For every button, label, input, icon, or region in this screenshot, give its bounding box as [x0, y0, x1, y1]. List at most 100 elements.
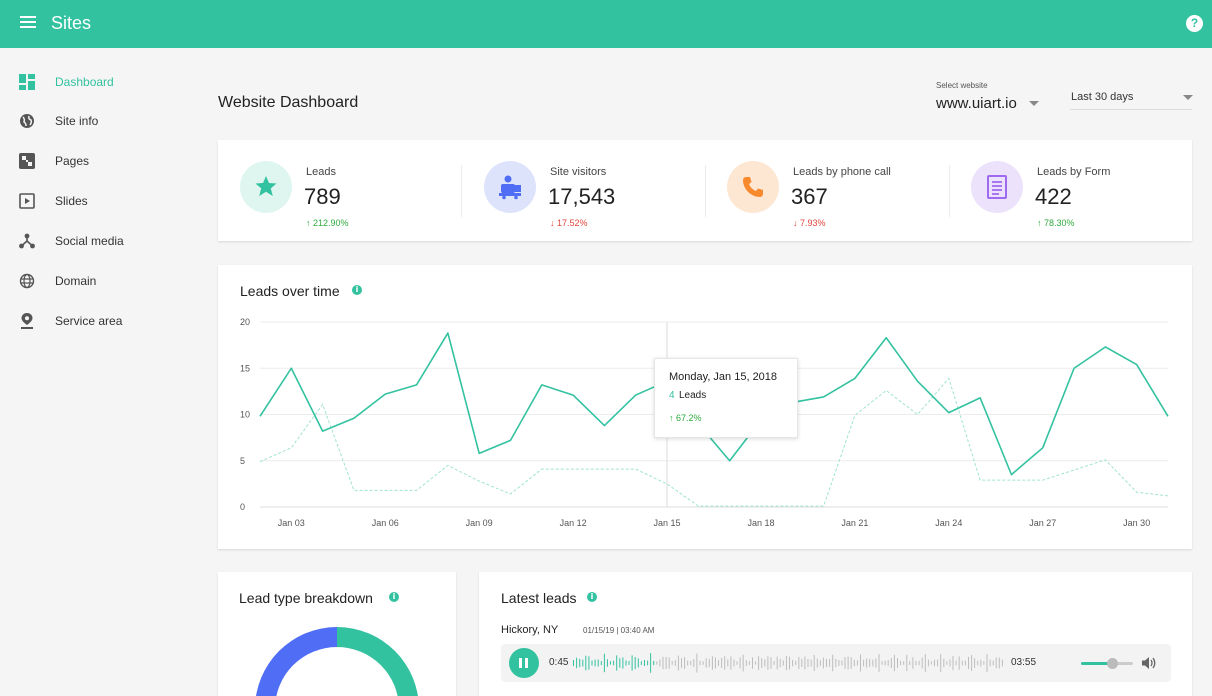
sidebar-item-domain[interactable]: Domain: [0, 267, 200, 295]
volume-knob[interactable]: [1107, 658, 1119, 669]
sidebar-item-slides[interactable]: Slides: [0, 187, 200, 215]
waveform-bar: [992, 660, 994, 666]
waveform-bar: [853, 659, 855, 667]
waveform-bar: [881, 661, 883, 665]
waveform-bar: [983, 661, 985, 665]
waveform-bar: [835, 658, 837, 668]
arrow-down-icon: ↓: [793, 218, 798, 228]
lead-breakdown-card: Lead type breakdown i: [218, 572, 456, 696]
pages-icon: [19, 153, 35, 169]
x-tick-label: Jan 15: [654, 518, 681, 528]
chevron-down-icon[interactable]: [1029, 101, 1039, 106]
waveform-bar: [906, 654, 908, 672]
visitor-icon: [499, 175, 521, 200]
help-icon[interactable]: ?: [1186, 15, 1203, 32]
top-app-bar: Sites ?: [0, 0, 1212, 48]
waveform-bar: [980, 659, 982, 667]
menu-icon[interactable]: [20, 16, 38, 30]
x-tick-label: Jan 24: [935, 518, 962, 528]
waveform-bar: [971, 655, 973, 671]
waveform-bar: [856, 660, 858, 666]
arrow-up-icon: ↑: [1037, 218, 1042, 228]
sidebar-item-dashboard[interactable]: Dashboard: [0, 68, 200, 96]
volume-icon[interactable]: [1141, 656, 1157, 670]
social-icon: [19, 233, 35, 249]
waveform-bar: [770, 657, 772, 669]
info-icon[interactable]: i: [587, 592, 597, 602]
waveform-bar: [702, 661, 704, 665]
waveform-bar: [576, 657, 578, 669]
info-icon[interactable]: i: [352, 285, 362, 295]
waveform-bar: [721, 658, 723, 668]
audio-waveform[interactable]: [573, 651, 1005, 675]
waveform-bar: [890, 658, 892, 668]
x-tick-label: Jan 18: [747, 518, 774, 528]
stat-change: ↓ 7.93%: [793, 218, 826, 228]
waveform-bar: [995, 657, 997, 669]
arrow-up-icon: ↑: [306, 218, 311, 228]
current-time: 0:45: [549, 657, 569, 668]
globe-icon: [20, 114, 34, 128]
waveform-bar: [625, 660, 627, 666]
waveform-bar: [798, 656, 800, 670]
waveform-bar: [764, 659, 766, 667]
waveform-bar: [964, 660, 966, 666]
waveform-bar: [758, 656, 760, 670]
waveform-bar: [961, 660, 963, 666]
waveform-bar: [930, 661, 932, 665]
y-tick-label: 0: [240, 502, 245, 512]
waveform-bar: [841, 660, 843, 666]
tooltip-count: 4: [669, 390, 675, 401]
waveform-bar: [958, 656, 960, 670]
sidebar-item-site-info[interactable]: Site info: [0, 107, 200, 135]
stat-icon-circle: [484, 161, 536, 213]
volume-fill: [1081, 662, 1113, 665]
date-range-value: Last 30 days: [1071, 91, 1134, 103]
dashboard-icon: [19, 74, 35, 90]
waveform-bar: [761, 658, 763, 668]
info-icon[interactable]: i: [389, 592, 399, 602]
waveform-bar: [603, 653, 605, 673]
waveform-bar: [829, 659, 831, 667]
x-tick-label: Jan 03: [278, 518, 305, 528]
donut-segment-blue: [256, 627, 337, 696]
stat-change-value: 212.90%: [313, 218, 349, 228]
sidebar-item-pages[interactable]: Pages: [0, 147, 200, 175]
waveform-bar: [662, 656, 664, 670]
sidebar-item-service-area[interactable]: Service area: [0, 307, 200, 335]
y-tick-label: 15: [240, 363, 250, 373]
waveform-bar: [838, 660, 840, 666]
waveform-bar: [872, 659, 874, 667]
waveform-bar: [579, 658, 581, 668]
x-tick-label: Jan 06: [372, 518, 399, 528]
arrow-down-icon: ↓: [550, 218, 555, 228]
waveform-bar: [644, 660, 645, 666]
waveform-bar: [752, 657, 753, 669]
stat-change-value: 7.93%: [800, 218, 826, 228]
waveform-bar: [927, 659, 929, 667]
waveform-bar: [628, 661, 630, 665]
waveform-bar: [989, 659, 991, 667]
waveform-bar: [903, 661, 905, 665]
waveform-bar: [918, 660, 920, 666]
waveform-bar: [816, 658, 818, 668]
pause-button[interactable]: [509, 648, 539, 678]
sidebar-item-label: Service area: [55, 314, 123, 328]
waveform-bar: [900, 660, 902, 666]
waveform-bar: [742, 654, 744, 672]
waveform-bar: [622, 657, 624, 669]
waveform-bar: [897, 658, 898, 668]
waveform-bar: [801, 658, 803, 667]
waveform-bar: [819, 660, 821, 666]
waveform-bar: [795, 660, 797, 666]
sidebar-item-label: Dashboard: [55, 75, 114, 89]
date-range-select[interactable]: Last 30 days: [1070, 84, 1193, 110]
waveform-bar: [668, 657, 670, 669]
volume-slider[interactable]: [1081, 658, 1133, 669]
waveform-bar: [878, 654, 880, 672]
sidebar-item-social-media[interactable]: Social media: [0, 227, 200, 255]
waveform-bar: [696, 653, 698, 673]
waveform-bar: [804, 656, 806, 670]
waveform-bar: [986, 654, 988, 672]
website-select[interactable]: www.uiart.io: [936, 95, 1017, 112]
